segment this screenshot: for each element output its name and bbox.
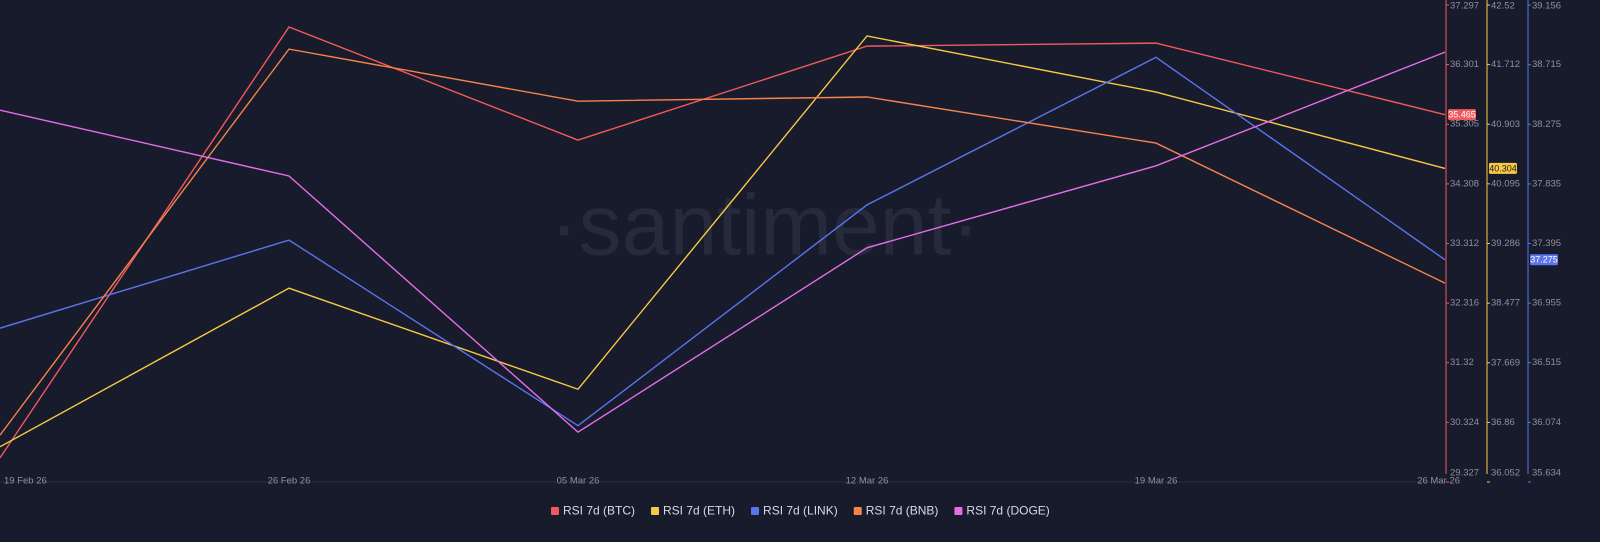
y-tick-label: 36.052 xyxy=(1491,468,1520,479)
y-tick-label: 42.52 xyxy=(1491,1,1515,12)
y-tick-label: 32.316 xyxy=(1450,298,1479,309)
y-tick-label: 33.312 xyxy=(1450,238,1479,249)
y-tick-label: 38.477 xyxy=(1491,298,1520,309)
legend-swatch xyxy=(551,507,559,515)
y-tick-label: 36.515 xyxy=(1532,357,1561,368)
x-tick-label: 19 Feb 26 xyxy=(4,476,47,487)
legend-label: RSI 7d (BTC) xyxy=(563,504,635,518)
y-tick-label: 36.955 xyxy=(1532,298,1561,309)
value-label: 40.304 xyxy=(1489,163,1517,173)
x-tick-label: 19 Mar 26 xyxy=(1135,476,1178,487)
x-tick-label: 12 Mar 26 xyxy=(846,476,889,487)
y-tick-label: 38.715 xyxy=(1532,59,1561,70)
y-tick-label: 35.634 xyxy=(1532,468,1561,479)
y-tick-label: 36.86 xyxy=(1491,417,1515,428)
y-tick-label: 31.32 xyxy=(1450,357,1474,368)
y-tick-label: 34.308 xyxy=(1450,178,1479,189)
watermark: ·santiment· xyxy=(550,178,980,274)
series-line xyxy=(0,48,1446,436)
x-tick-label: 05 Mar 26 xyxy=(557,476,600,487)
legend-swatch xyxy=(853,507,862,515)
y-tick-label: 38.275 xyxy=(1532,119,1561,130)
legend-swatch xyxy=(651,507,660,515)
y-tick-label: 41.712 xyxy=(1491,59,1520,70)
y-tick-label: 36.301 xyxy=(1450,59,1479,70)
y-tick-label: 37.669 xyxy=(1491,357,1520,368)
y-tick-label: 35.305 xyxy=(1450,119,1479,130)
value-label: 37.275 xyxy=(1530,255,1558,265)
y-tick-label: 39.156 xyxy=(1532,1,1561,12)
legend-label: RSI 7d (BNB) xyxy=(866,504,939,518)
y-tick-label: 37.395 xyxy=(1532,238,1561,249)
y-tick-label: 39.286 xyxy=(1491,238,1520,249)
legend-label: RSI 7d (DOGE) xyxy=(966,504,1049,518)
legend-swatch xyxy=(751,507,760,515)
x-tick-label: 26 Mar 26 xyxy=(1417,476,1460,487)
series-line xyxy=(0,51,1446,434)
legend: RSI 7d (BTC) RSI 7d (ETH) RSI 7d (LINK) RSI… xyxy=(551,504,1050,518)
y-tick-label: 30.324 xyxy=(1450,417,1479,428)
y-tick-label: 36.074 xyxy=(1532,417,1561,428)
x-tick-label: 26 Feb 26 xyxy=(268,476,311,487)
y-tick-label: 37.297 xyxy=(1450,1,1479,12)
y-tick-label: 29.327 xyxy=(1450,468,1479,479)
y-tick-label: 37.835 xyxy=(1532,178,1561,189)
legend-swatch xyxy=(954,507,963,515)
legend-label: RSI 7d (ETH) xyxy=(663,504,735,518)
value-label: 35.465 xyxy=(1448,110,1476,120)
y-tick-label: 40.095 xyxy=(1491,178,1520,189)
series-line xyxy=(0,35,1446,448)
legend-label: RSI 7d (LINK) xyxy=(763,504,838,518)
value-badge xyxy=(1448,109,1476,121)
series-line xyxy=(0,56,1446,427)
y-tick-label: 40.903 xyxy=(1491,119,1520,130)
value-badge xyxy=(1530,254,1558,266)
series-line xyxy=(0,26,1446,459)
value-badge xyxy=(1489,162,1517,174)
